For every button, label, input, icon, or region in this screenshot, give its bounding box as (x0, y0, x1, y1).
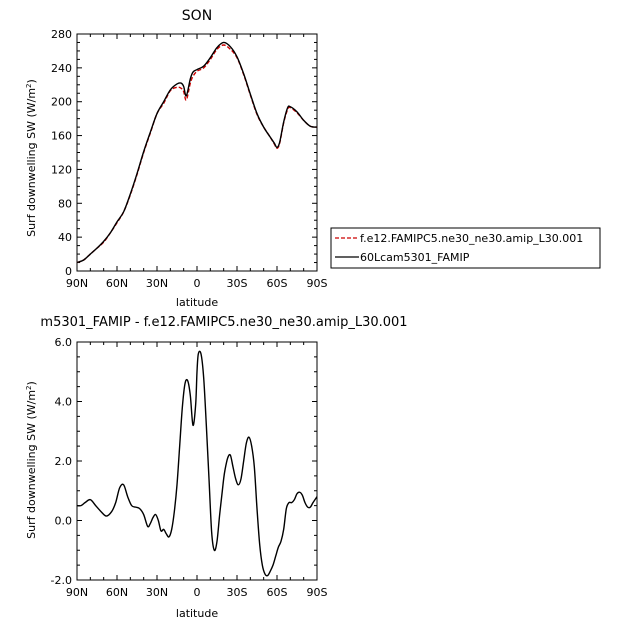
panel-top-yunits-close: ) (25, 79, 38, 83)
panel-bottom-ylabel-text: Surf downwelling SW (25, 423, 38, 539)
panel-bottom-ytick-label: 4.0 (55, 396, 73, 409)
legend-box (330, 227, 601, 269)
panel-top-xtick-label: 60S (267, 277, 288, 290)
panel-bottom-xtick-label: 60N (106, 586, 128, 599)
panel-top-ylabel-text: Surf downwelling SW (25, 121, 38, 237)
panel-bottom-plot-area: 90N 60N 30N 0 30S 60S 90S -2.0 0.0 2.0 4.0 6.0 (51, 336, 328, 599)
panel-top-xtick-label: 30S (227, 277, 248, 290)
panel-bottom-xtick-label: 30S (227, 586, 248, 599)
panel-top-yunits: (W/m (25, 88, 38, 118)
panel-top-xtick-label: 90S (307, 277, 328, 290)
panel-top-plot-area: 90N 60N 30N 0 30S 60S 90S 0 40 80 120 160 200 240 280 (51, 28, 328, 290)
panel-bottom-xtick-label: 60S (267, 586, 288, 599)
panel-bottom-ytick-label: -2.0 (51, 574, 72, 587)
panel-bottom-xtick-label: 90S (307, 586, 328, 599)
panel-bottom-title: m5301_FAMIP - f.e12.FAMIPC5.ne30_ne30.am… (40, 315, 407, 330)
panel-top-series-line-1 (76, 41, 318, 264)
legend-label-1: 60Lcam5301_FAMIP (360, 251, 470, 264)
panel-bottom: m5301_FAMIP - f.e12.FAMIPC5.ne30_ne30.am… (25, 315, 408, 620)
panel-bottom-ytick-label: 2.0 (55, 455, 73, 468)
panel-top-ylabel: Surf downwelling SW (W/m2) (25, 79, 38, 237)
panel-bottom-yunits-sup: 2 (25, 385, 33, 389)
panel-top-xlabel: latitude (176, 296, 218, 309)
panel-top-ytick-label: 280 (51, 28, 72, 41)
legend-label-0: f.e12.FAMIPC5.ne30_ne30.amip_L30.001 (360, 232, 583, 245)
legend: f.e12.FAMIPC5.ne30_ne30.amip_L30.001 60L… (330, 227, 601, 269)
panel-top-ytick-label: 120 (51, 163, 72, 176)
panel-bottom-yunits: (W/m (25, 390, 38, 420)
panel-bottom-ylabel: Surf downwelling SW (W/m2) (25, 381, 38, 539)
panel-bottom-xtick-label: 90N (66, 586, 88, 599)
panel-top-ytick-label: 200 (51, 96, 72, 109)
panel-bottom-yunits-close: ) (25, 381, 38, 385)
panel-top-ytick-label: 240 (51, 62, 72, 75)
panel-top-ytick-label: 80 (58, 197, 72, 210)
panel-top-xtick-label: 30N (146, 277, 168, 290)
panel-top: SON 90N 60N 30N 0 30S 60S 90S 0 40 80 120 160 200 240… (25, 8, 328, 309)
panel-top-xtick-label: 60N (106, 277, 128, 290)
panel-top-xtick-label: 0 (194, 277, 201, 290)
panel-bottom-ytick-label: 6.0 (55, 336, 73, 349)
panel-bottom-xtick-label: 30N (146, 586, 168, 599)
panel-top-ytick-label: 160 (51, 130, 72, 143)
panel-top-xtick-label: 90N (66, 277, 88, 290)
panel-bottom-xtick-label: 0 (194, 586, 201, 599)
panel-bottom-xlabel: latitude (176, 607, 218, 620)
panel-top-title: SON (182, 8, 212, 24)
panel-bottom-ytick-label: 0.0 (55, 515, 73, 528)
panel-bottom-series-line-0 (76, 350, 318, 577)
panel-top-ytick-label: 0 (65, 265, 72, 278)
panel-top-yunits-sup: 2 (25, 83, 33, 87)
panel-top-ytick-label: 40 (58, 231, 72, 244)
